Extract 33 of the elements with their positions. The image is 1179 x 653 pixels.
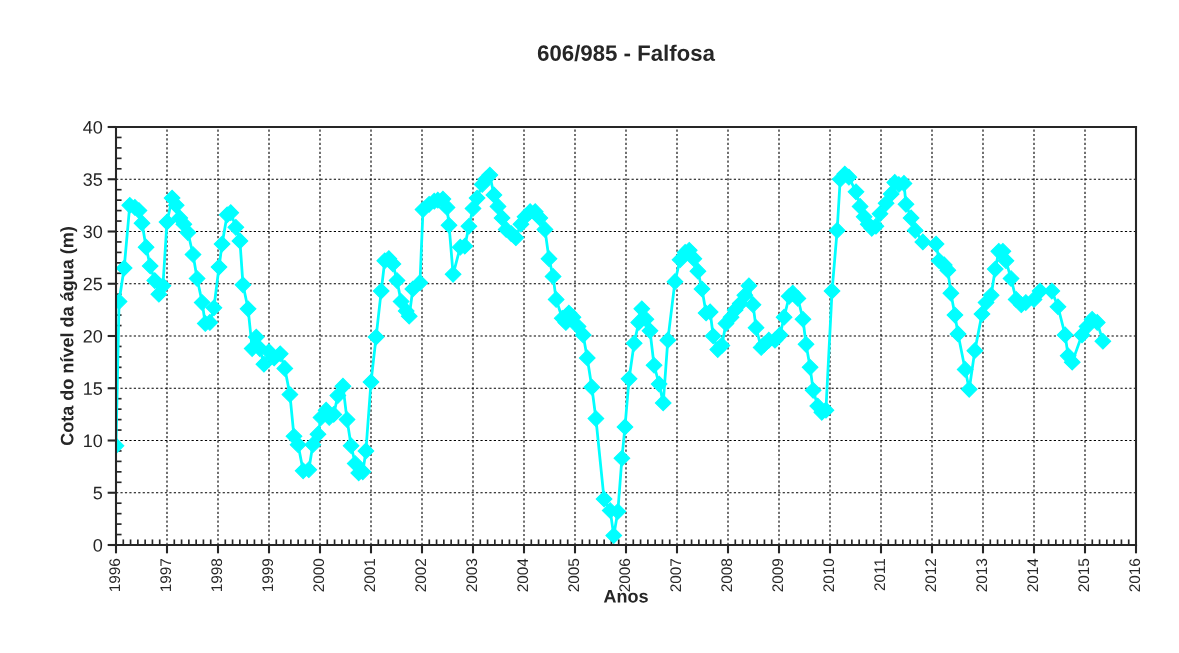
x-tick-label: 1996: [109, 558, 121, 592]
y-tick-label: 0: [93, 538, 103, 552]
x-tick-label: 2003: [466, 558, 478, 592]
chart-title: 606/985 - Falfosa: [537, 44, 716, 62]
y-tick-label: 5: [93, 486, 103, 500]
x-tick-label: 2009: [772, 558, 784, 592]
x-tick-label: 2004: [517, 558, 529, 592]
x-tick-label: 1999: [262, 558, 274, 592]
y-axis-title: Cota do nível da água (m): [60, 227, 78, 446]
y-tick-label: 30: [83, 225, 103, 239]
x-tick-label: 2015: [1078, 558, 1090, 592]
y-tick-label: 40: [83, 120, 103, 134]
x-tick-label: 1997: [160, 558, 172, 592]
x-tick-label: 2010: [823, 558, 835, 592]
x-tick-label: 2016: [1129, 558, 1141, 592]
y-tick-label: 15: [84, 382, 103, 395]
y-tick-label: 35: [83, 173, 103, 186]
x-tick-label: 2002: [415, 558, 427, 592]
x-tick-label: 2011: [874, 558, 886, 591]
x-tick-label: 2007: [670, 558, 682, 592]
x-tick-label: 2012: [925, 558, 937, 592]
x-tick-label: 2014: [1027, 558, 1039, 592]
y-tick-label: 10: [84, 434, 103, 448]
y-tick-label: 20: [83, 329, 103, 343]
x-tick-label: 2008: [721, 558, 733, 592]
x-tick-label: 2000: [313, 558, 325, 592]
x-tick-label: 2013: [976, 558, 988, 592]
x-tick-label: 2001: [364, 558, 376, 592]
x-tick-label: 1998: [211, 558, 223, 592]
x-tick-label: 2005: [568, 558, 580, 592]
y-tick-label: 25: [83, 277, 103, 291]
x-axis-title: Anos: [603, 590, 648, 603]
x-tick-label: 2006: [619, 558, 631, 592]
